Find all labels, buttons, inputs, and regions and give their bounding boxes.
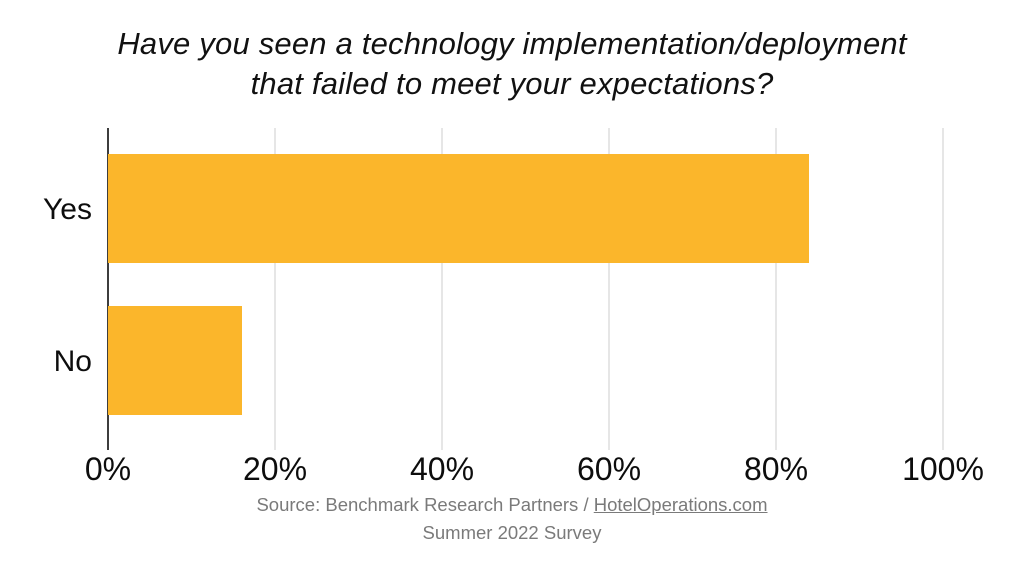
gridline-20: [274, 128, 276, 450]
gridline-60: [608, 128, 610, 450]
x-tick-20: 20%: [242, 451, 308, 487]
gridline-40: [441, 128, 443, 450]
x-tick-80: 80%: [743, 451, 809, 487]
x-axis-tick-labels: 0% 20% 40% 60% 80% 100%: [85, 451, 984, 489]
gridline-80: [775, 128, 777, 450]
category-label-no: No: [53, 345, 92, 378]
category-label-yes: Yes: [43, 193, 92, 226]
x-tick-0: 0%: [84, 451, 132, 487]
source-link[interactable]: HotelOperations.com: [593, 494, 768, 515]
bar-no: [108, 306, 242, 415]
y-axis-line: [107, 128, 109, 450]
survey-line: Summer 2022 Survey: [422, 522, 602, 543]
source-text: Source: Benchmark Research Partners /: [256, 494, 594, 515]
gridline-100: [942, 128, 944, 450]
bar-yes: [108, 154, 810, 263]
plot-area: [107, 128, 944, 450]
source-line: Source: Benchmark Research Partners / Ho…: [0, 491, 1024, 519]
chart-title: Have you seen a technology implementatio…: [0, 24, 1024, 104]
chart-title-line1: Have you seen a technology implementatio…: [117, 26, 907, 61]
x-tick-40: 40%: [409, 451, 475, 487]
x-tick-100: 100%: [902, 451, 984, 487]
x-tick-60: 60%: [576, 451, 642, 487]
chart-title-line2: that failed to meet your expectations?: [250, 66, 774, 101]
source-footer: Source: Benchmark Research Partners / Ho…: [0, 491, 1024, 547]
